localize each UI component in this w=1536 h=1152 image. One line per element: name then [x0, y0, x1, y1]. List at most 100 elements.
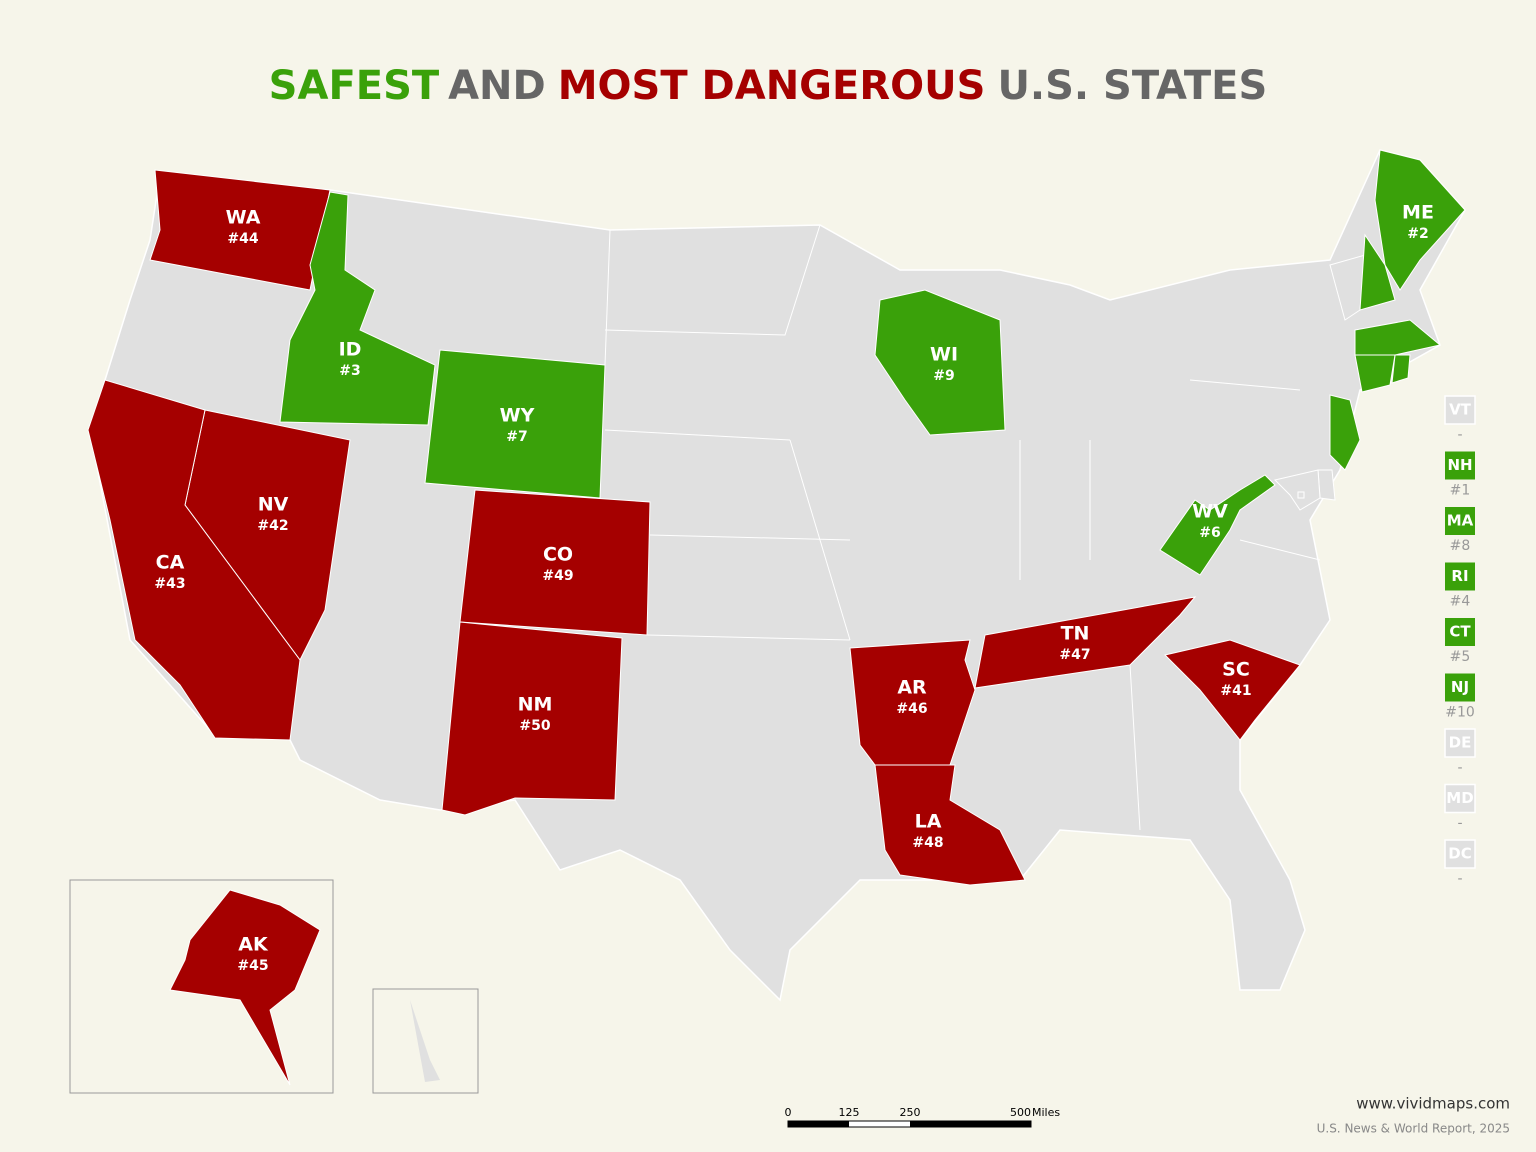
state-rank: #42: [257, 518, 288, 534]
legend-rank: -: [1457, 871, 1462, 887]
state-rank: #49: [542, 568, 573, 584]
state-abbr: CO: [543, 544, 573, 566]
scale-bar-segment: [788, 1121, 849, 1127]
state-abbr: LA: [915, 811, 942, 833]
us-outline: [89, 149, 1466, 1002]
legend-box: [1445, 562, 1475, 591]
state-rank: #47: [1059, 647, 1090, 663]
title-part: MOST DANGEROUS: [558, 63, 986, 109]
state-abbr: AK: [238, 934, 269, 956]
state-borders: [604, 224, 1321, 831]
state-abbr: ME: [1402, 202, 1434, 224]
small-state-shape: [1359, 233, 1396, 311]
legend-box: [1445, 618, 1475, 646]
small-state-shape: [1317, 469, 1336, 501]
alaska-inset: [69, 879, 334, 1094]
legend-box: [1444, 395, 1476, 425]
scale-bar: [787, 1120, 1032, 1128]
hawaii-inset: [372, 988, 479, 1094]
state-rank: #44: [227, 231, 258, 247]
title-part: AND: [448, 63, 546, 109]
legend-box: [1445, 507, 1475, 535]
state-shape: [169, 889, 321, 1086]
state-shape: [1164, 639, 1301, 741]
small-state-shape: [1354, 319, 1442, 356]
scale-tick-label: 0: [785, 1106, 792, 1119]
legend-rank: #10: [1445, 705, 1475, 721]
website: www.vividmaps.com: [1356, 1095, 1510, 1113]
legend-rank: #5: [1450, 649, 1471, 665]
state-rank: #6: [1199, 525, 1220, 541]
legend-rank: -: [1457, 427, 1462, 443]
legend-box: [1445, 673, 1475, 702]
state-shape: [874, 764, 1026, 886]
state-shape: [974, 596, 1197, 689]
scale-tick-label: 500: [1010, 1106, 1031, 1119]
legend-abbr: MA: [1447, 512, 1474, 530]
state-shape: [849, 639, 976, 766]
legend-rank: #1: [1450, 483, 1471, 499]
state-rank: #2: [1407, 226, 1428, 242]
state-abbr: CA: [156, 552, 185, 574]
title-part: SAFEST: [269, 63, 440, 109]
state-abbr: WV: [1192, 501, 1228, 523]
scale-unit: Miles: [1032, 1106, 1060, 1119]
state-abbr: AR: [897, 677, 927, 699]
state-rank: #3: [339, 363, 360, 379]
state-rank: #50: [519, 718, 550, 734]
legend-rank: -: [1457, 816, 1462, 832]
state-abbr: WI: [930, 344, 958, 366]
state-abbr: NM: [518, 694, 553, 716]
scale-bar-segment: [910, 1121, 1031, 1127]
hawaii: [410, 1000, 440, 1082]
state-shape: [1374, 149, 1466, 291]
state-shape: [424, 349, 606, 499]
state-rank: #43: [154, 576, 185, 592]
legend-abbr: DC: [1448, 845, 1471, 863]
state-shape: [1159, 474, 1276, 576]
small-state-shape: [1274, 469, 1321, 511]
state-shape: [87, 379, 301, 741]
state-rank: #7: [506, 429, 527, 445]
state-abbr: ID: [339, 339, 362, 361]
small-state-shape: [1354, 354, 1396, 393]
legend-box: [1445, 451, 1475, 480]
state-rank: #48: [912, 835, 943, 851]
scale-tick-label: 250: [900, 1106, 921, 1119]
title: SAFEST AND MOST DANGEROUS U.S. STATES: [269, 63, 1268, 109]
legend-abbr: CT: [1449, 623, 1471, 641]
legend-rank: #8: [1450, 538, 1471, 554]
legend-box: [1444, 783, 1476, 814]
small-state-shape: [1297, 491, 1305, 499]
state-abbr: NV: [258, 494, 289, 516]
state-rank: #46: [896, 701, 927, 717]
state-shapes: [87, 149, 1466, 1086]
state-abbr: WA: [226, 207, 261, 229]
state-abbr: WY: [500, 405, 535, 427]
state-rank: #41: [1220, 683, 1251, 699]
state-abbr: TN: [1061, 623, 1090, 645]
legend-box: [1444, 839, 1476, 869]
small-state-shape: [1391, 354, 1411, 384]
state-shape: [459, 489, 651, 636]
legend-abbr: NJ: [1451, 678, 1469, 696]
state-labels: WA #44 ID #3 WY #7 NV #42 CA #43 CO #49 NM #50 AR #46 LA…: [154, 202, 1434, 975]
legend-abbr: NH: [1447, 456, 1472, 474]
small-states-legend: VT - NH #1 MA #8 RI #4 CT #5 NJ #10 DE - MD - DC -: [1444, 395, 1476, 887]
scale-labels: 0 125 250 500 Miles: [785, 1106, 1061, 1119]
small-state-shape: [1329, 394, 1361, 471]
legend-abbr: VT: [1449, 401, 1472, 419]
state-rank: #9: [933, 368, 954, 384]
legend-rank: #4: [1450, 594, 1471, 610]
title-part: U.S. STATES: [997, 63, 1267, 109]
legend-abbr: RI: [1451, 567, 1468, 585]
legend-box: [1444, 728, 1476, 758]
legend-rank: -: [1457, 760, 1462, 776]
state-shape: [874, 289, 1006, 436]
border-lines: [604, 224, 1321, 831]
citation: U.S. News & World Report, 2025: [1317, 1122, 1510, 1136]
state-shape: [149, 169, 331, 291]
scale-tick-label: 125: [839, 1106, 860, 1119]
